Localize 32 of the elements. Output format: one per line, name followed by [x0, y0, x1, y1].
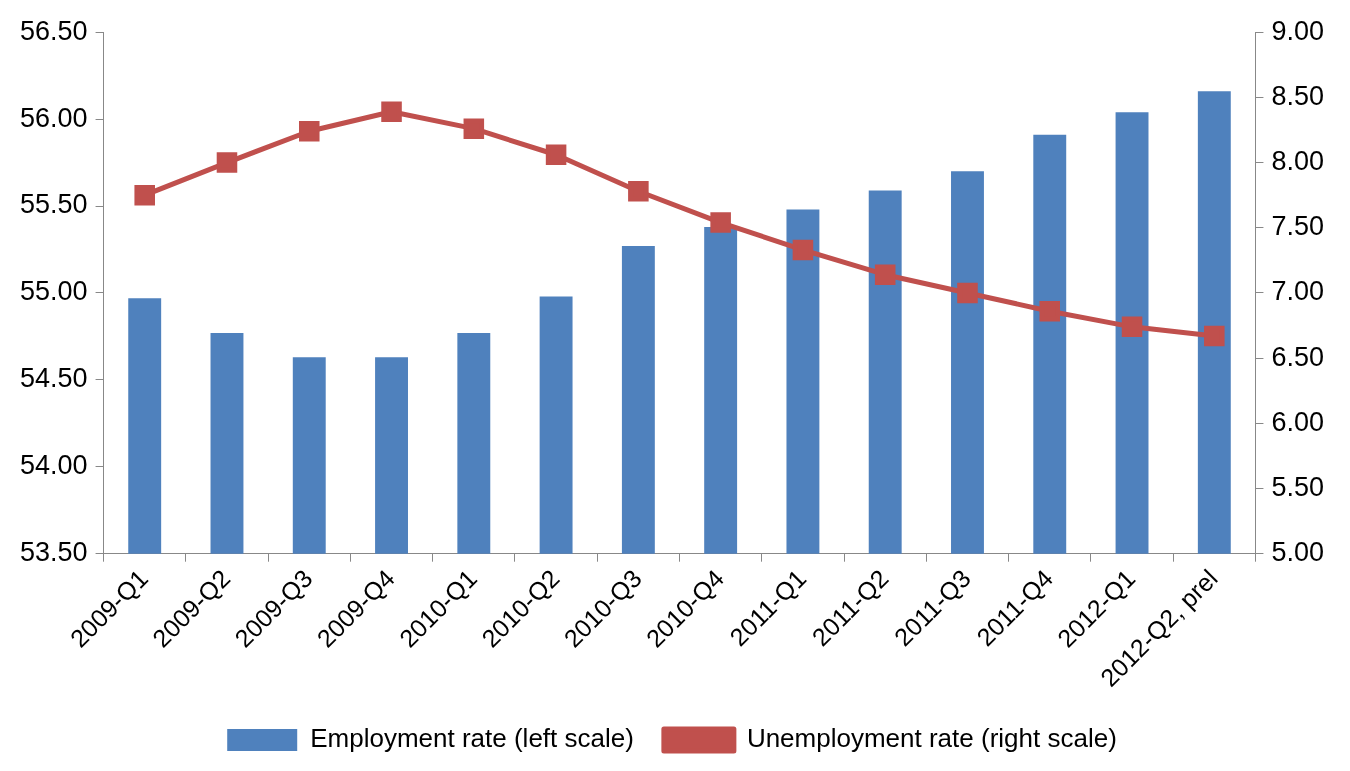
y2-tick-label: 8.50: [1271, 80, 1325, 111]
y-tick-label: 54.50: [19, 363, 88, 394]
legend-label: Employment rate (left scale): [310, 723, 634, 754]
point: [874, 264, 896, 285]
y-tick-label: 54.00: [19, 450, 88, 481]
y2-tick-label: 5.00: [1271, 537, 1325, 568]
y2-tick-label: 8.00: [1271, 146, 1325, 177]
point: [463, 118, 485, 139]
y2-tick-label: 6.00: [1271, 406, 1325, 437]
point: [381, 101, 402, 123]
point: [1039, 300, 1061, 322]
legend-label: Unemployment rate (right scale): [746, 723, 1117, 754]
y-tick-label: 55.50: [19, 189, 88, 220]
point: [957, 282, 978, 304]
y-tick-label: 53.50: [19, 537, 88, 568]
y2-tick-label: 7.50: [1271, 211, 1325, 242]
point: [134, 184, 155, 206]
point: [628, 180, 649, 202]
point: [216, 152, 238, 173]
point: [1204, 325, 1225, 347]
point: [1121, 316, 1143, 338]
y2-tick-label: 5.50: [1271, 471, 1325, 502]
y2-tick-label: 6.50: [1271, 341, 1325, 372]
y-tick-label: 56.50: [19, 15, 88, 46]
point: [545, 144, 567, 166]
point: [710, 212, 731, 233]
y2-tick-label: 7.00: [1271, 276, 1325, 307]
y-tick-label: 56.00: [19, 102, 88, 133]
y2-tick-label: 9.00: [1271, 15, 1325, 46]
point: [792, 239, 814, 261]
y-tick-label: 55.00: [19, 276, 88, 307]
point: [298, 121, 320, 142]
